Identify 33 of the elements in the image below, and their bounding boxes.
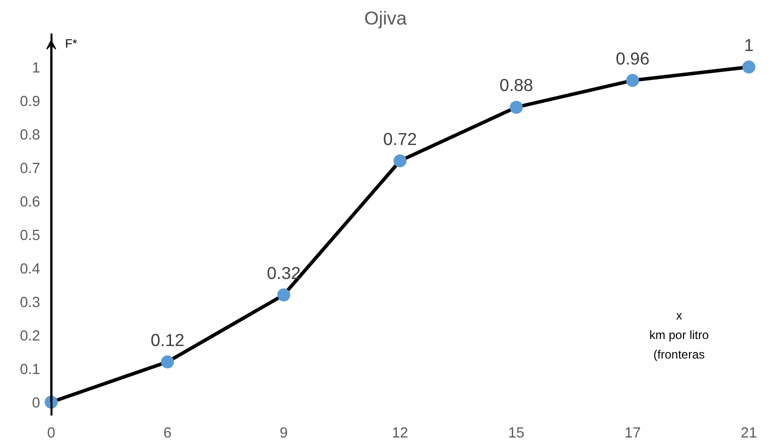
y-tick-label: 0.7 <box>20 161 40 178</box>
y-tick-label: 0.8 <box>20 128 40 144</box>
y-tick-label: 0.6 <box>20 194 40 211</box>
x-tick-label: 17 <box>624 426 641 440</box>
y-tick-label: 0.4 <box>20 262 40 278</box>
point <box>160 355 174 368</box>
point <box>277 288 290 302</box>
y-tick-label: 0 <box>32 396 40 412</box>
x-axis-title: x km por litro (fronteras <box>649 308 710 362</box>
data-label: 1 <box>744 35 754 56</box>
y-tick-label: 0.3 <box>20 295 40 312</box>
data-label: 0.32 <box>266 262 301 283</box>
data-label: 0.96 <box>616 48 650 68</box>
point <box>626 74 640 87</box>
data-label: 0.88 <box>499 75 534 96</box>
chart-title: Ojiva <box>364 8 408 28</box>
point <box>742 60 756 74</box>
x-tick-label: 6 <box>163 426 172 440</box>
y-tick-label: 0.1 <box>20 362 40 378</box>
x-tick-label: 9 <box>280 426 288 440</box>
point <box>510 100 523 114</box>
x-tick-label: 0 <box>47 426 56 440</box>
y-tick-label: 0.9 <box>20 94 40 110</box>
x-tick-label: 21 <box>740 426 758 440</box>
y-tick-label: 0.5 <box>20 228 40 244</box>
x-tick-label: 15 <box>508 426 524 440</box>
point <box>394 154 407 168</box>
x-tick-label: 12 <box>392 426 408 440</box>
y-axis-title: F* <box>65 36 78 51</box>
y-tick-label: 1 <box>32 60 40 77</box>
y-tick-label: 0.2 <box>20 328 40 345</box>
data-label: 0.72 <box>383 128 417 149</box>
data-label: 0.12 <box>150 330 184 350</box>
